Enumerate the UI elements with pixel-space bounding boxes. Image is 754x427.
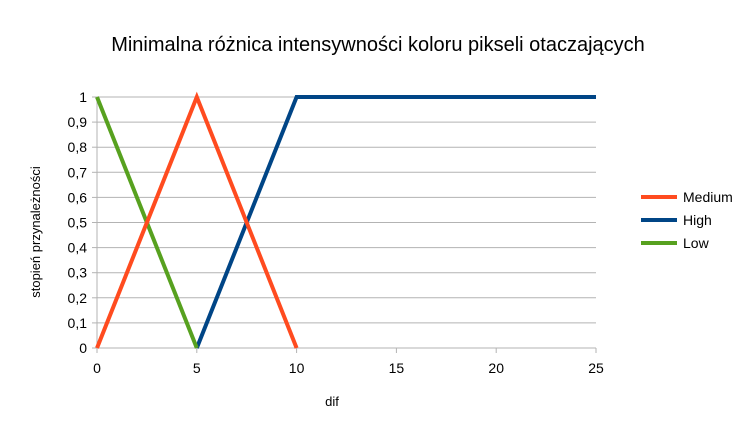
- y-tick-label: 0,4: [68, 240, 88, 256]
- y-tick-label: 1: [79, 89, 87, 105]
- x-tick-label: 5: [193, 360, 201, 376]
- tick-labels: 00,10,20,30,40,50,60,70,80,910 5 10 15 20 25: [68, 89, 604, 376]
- legend-label-medium: Medium: [683, 189, 733, 205]
- chart-title: Minimalna różnica intensywności koloru p…: [111, 34, 645, 56]
- y-tick-label: 0,7: [68, 164, 88, 180]
- y-tick-label: 0,1: [68, 315, 88, 331]
- y-tick-label: 0,5: [68, 215, 88, 231]
- series-lines: [95, 91, 596, 349]
- y-tick-label: 0,8: [68, 139, 88, 155]
- legend-label-high: High: [683, 212, 712, 228]
- legend: Medium High Low: [641, 189, 733, 251]
- x-tick-label: 0: [93, 360, 101, 376]
- x-tick-label: 10: [289, 360, 305, 376]
- x-axis-label: dif: [325, 394, 339, 409]
- x-tick-label: 15: [389, 360, 405, 376]
- series-line-high: [194, 95, 596, 349]
- x-tick-label: 20: [488, 360, 504, 376]
- y-axis-label: stopień przynależności: [28, 166, 43, 298]
- grid: [97, 96, 596, 349]
- x-tick-label: 25: [588, 360, 604, 376]
- y-tick-label: 0,3: [68, 265, 88, 281]
- y-tick-label: 0,2: [68, 290, 88, 306]
- y-tick-label: 0,6: [68, 189, 88, 205]
- y-tick-label: 0,9: [68, 114, 88, 130]
- legend-label-low: Low: [683, 235, 710, 251]
- series-line-medium: [95, 91, 299, 349]
- axes: [92, 96, 597, 353]
- y-tick-label: 0: [79, 340, 87, 356]
